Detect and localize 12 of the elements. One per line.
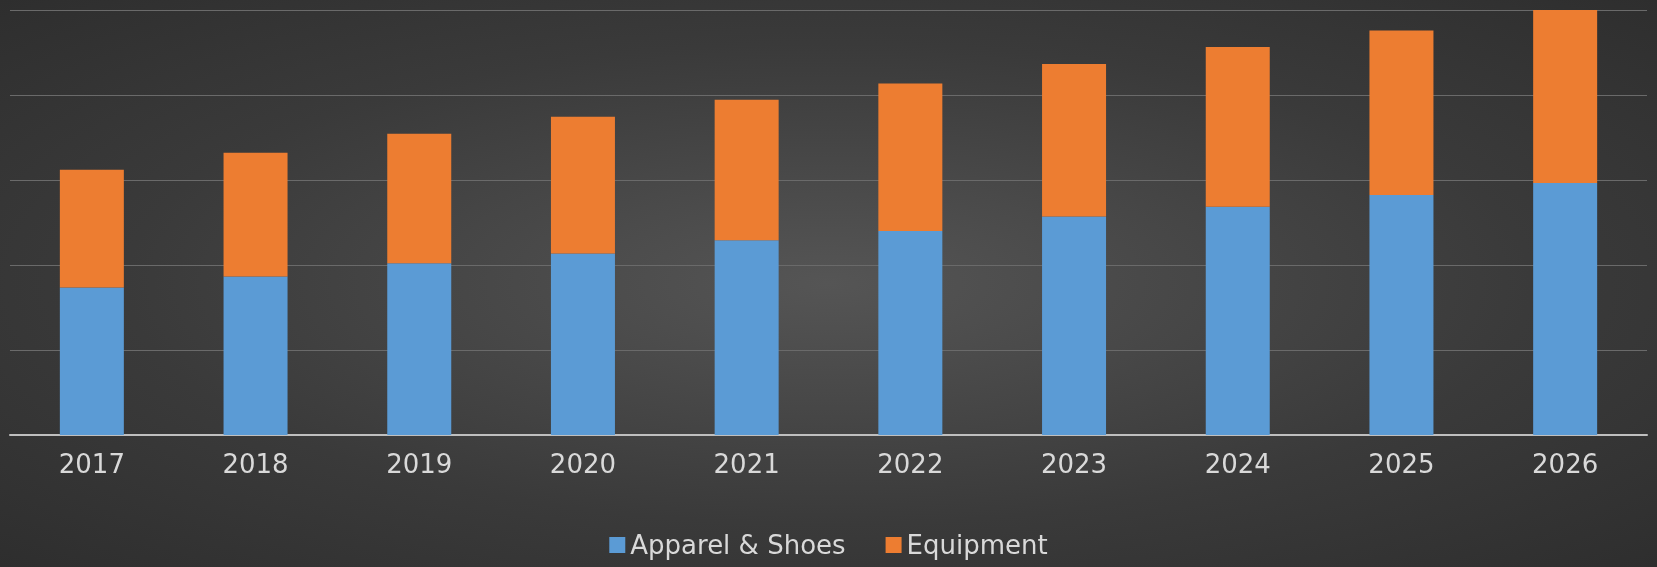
legend-label: Apparel & Shoes bbox=[630, 530, 846, 560]
x-tick-label: 2019 bbox=[386, 449, 453, 479]
x-tick-label: 2024 bbox=[1204, 449, 1271, 479]
x-tick-label: 2026 bbox=[1532, 449, 1599, 479]
x-tick-label: 2017 bbox=[58, 449, 125, 479]
x-tick-label: 2025 bbox=[1368, 449, 1435, 479]
x-tick-label: 2023 bbox=[1040, 449, 1108, 479]
x-tick-label: 2020 bbox=[549, 449, 617, 479]
x-tick-label: 2018 bbox=[222, 449, 289, 479]
legend-label: Equipment bbox=[906, 530, 1048, 560]
x-tick-label: 2022 bbox=[877, 449, 944, 479]
x-tick-label: 2021 bbox=[713, 449, 780, 479]
